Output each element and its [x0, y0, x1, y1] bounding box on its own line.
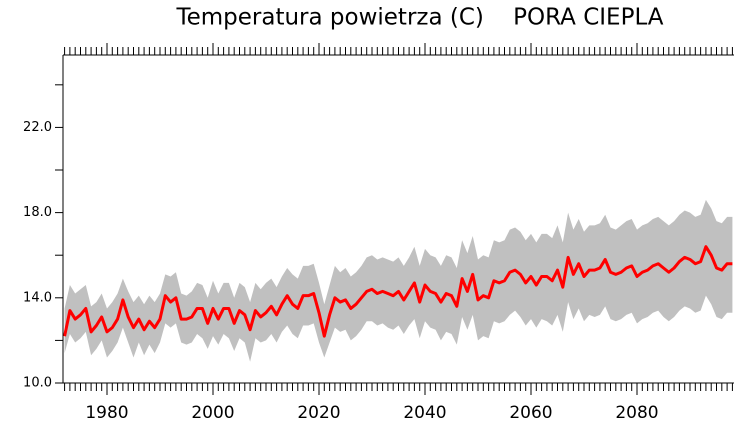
chart-title: Temperatura powietrza (C) PORA CIEPLA [175, 5, 663, 31]
y-tick-label: 10.0 [23, 376, 52, 391]
plot-area [63, 199, 733, 362]
x-tick-label: 2080 [615, 403, 658, 423]
x-tick-label: 2020 [297, 403, 340, 423]
series-line [63, 245, 733, 338]
range-band [64, 199, 733, 362]
x-tick-label: 2060 [509, 403, 552, 423]
y-tick-label: 18.0 [23, 205, 52, 220]
y-tick-label: 14.0 [23, 290, 52, 305]
x-tick-label: 2000 [191, 403, 234, 423]
x-tick-label: 1980 [85, 403, 128, 423]
y-tick-label: 22.0 [23, 120, 52, 135]
x-tick-label: 2040 [403, 403, 446, 423]
